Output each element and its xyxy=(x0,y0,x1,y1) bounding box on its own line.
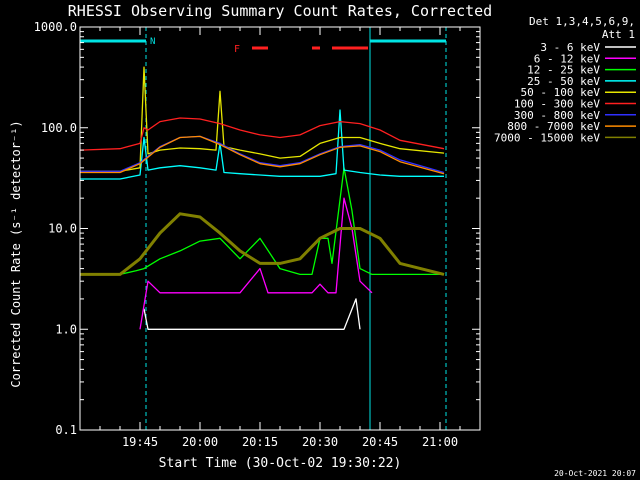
y-tick-label: 1.0 xyxy=(55,322,77,336)
series-line-3-6kev xyxy=(143,298,361,330)
x-tick-label: 19:45 xyxy=(122,435,158,449)
legend-header-line-1: Det 1,3,4,5,6,9, xyxy=(529,15,635,28)
legend-label-4: 50 - 100 keV xyxy=(521,86,601,99)
x-axis-label: Start Time (30-Oct-02 19:30:22) xyxy=(159,456,402,471)
flag-label-n: N xyxy=(150,37,155,47)
x-tick-label: 21:00 xyxy=(422,435,458,449)
y-axis-label: Corrected Count Rate (s⁻¹ detector⁻¹) xyxy=(9,120,23,387)
x-tick-label: 20:45 xyxy=(362,435,398,449)
legend-label-5: 100 - 300 keV xyxy=(514,98,600,111)
legend-label-1: 6 - 12 keV xyxy=(534,52,601,65)
legend-label-0: 3 - 6 keV xyxy=(540,41,600,54)
series-line-100-300kev xyxy=(79,117,445,151)
flag-label-f: F xyxy=(234,44,240,55)
y-tick-label: 10.0 xyxy=(48,222,77,236)
legend-label-6: 300 - 800 keV xyxy=(514,109,600,122)
series-line-7000-15000kev xyxy=(80,212,445,276)
legend-label-3: 25 - 50 keV xyxy=(527,75,600,88)
legend-header-line-2: Att 1 xyxy=(602,28,635,41)
axes: 0.1 1.0 10.0 100.0 1000.0 19:45 20:00 20:15 20:3… xyxy=(34,20,481,449)
x-tick-label: 20:15 xyxy=(242,435,278,449)
y-tick-label: 1000.0 xyxy=(34,20,77,34)
x-tick-label: 20:30 xyxy=(302,435,338,449)
legend-label-8: 7000 - 15000 keV xyxy=(494,131,600,144)
legend-label-7: 800 - 7000 keV xyxy=(507,120,600,133)
y-tick-label: 0.1 xyxy=(55,423,77,437)
chart-title: RHESSI Observing Summary Count Rates, Co… xyxy=(68,2,492,20)
timestamp: 20-Oct-2021 20:07 xyxy=(554,469,636,478)
y-tick-label: 100.0 xyxy=(41,121,77,135)
series-line-25-50kev xyxy=(80,109,444,180)
x-tick-label: 20:00 xyxy=(182,435,218,449)
series-line-800-7000kev xyxy=(80,135,445,175)
series-line-6-12kev xyxy=(139,197,373,330)
legend-label-2: 12 - 25 keV xyxy=(527,64,600,77)
series-line-12-25kev xyxy=(80,167,444,276)
